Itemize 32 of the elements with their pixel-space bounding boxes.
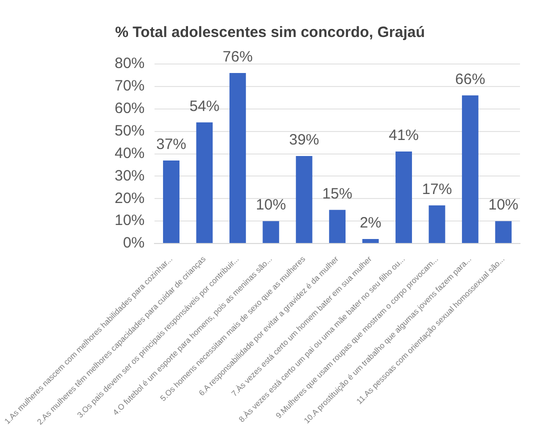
- data-label: 37%: [156, 136, 186, 154]
- y-tick-label: 50%: [114, 122, 145, 140]
- data-label: 41%: [388, 127, 419, 144]
- y-tick-label: 70%: [114, 78, 145, 95]
- data-label: 66%: [455, 71, 486, 88]
- bar: [495, 221, 512, 244]
- y-tick-label: 0%: [122, 234, 145, 252]
- bar: [428, 205, 446, 244]
- y-tick-label: 40%: [114, 144, 145, 162]
- bar: [163, 160, 180, 244]
- bar: [396, 152, 412, 244]
- data-label: 10%: [256, 196, 286, 214]
- chart-title: % Total adolescentes sim concordo, Grajaú: [115, 24, 425, 42]
- bar: [196, 122, 213, 244]
- data-label: 76%: [222, 48, 253, 66]
- y-tick-label: 60%: [114, 100, 145, 118]
- data-label: 10%: [488, 196, 518, 214]
- y-tick-label: 30%: [114, 167, 145, 184]
- bar: [229, 72, 246, 244]
- data-label: 17%: [422, 181, 452, 198]
- y-tick-label: 10%: [114, 212, 145, 230]
- data-label: 15%: [322, 185, 352, 202]
- bar: [362, 239, 379, 244]
- bar: [262, 221, 280, 244]
- bar: [296, 156, 312, 244]
- y-tick-label: 20%: [114, 190, 145, 207]
- bar: [462, 95, 478, 244]
- bar: [329, 210, 346, 244]
- data-label: 2%: [360, 214, 382, 232]
- data-label: 39%: [289, 132, 320, 149]
- y-tick-label: 80%: [114, 55, 145, 72]
- data-label: 54%: [189, 98, 220, 115]
